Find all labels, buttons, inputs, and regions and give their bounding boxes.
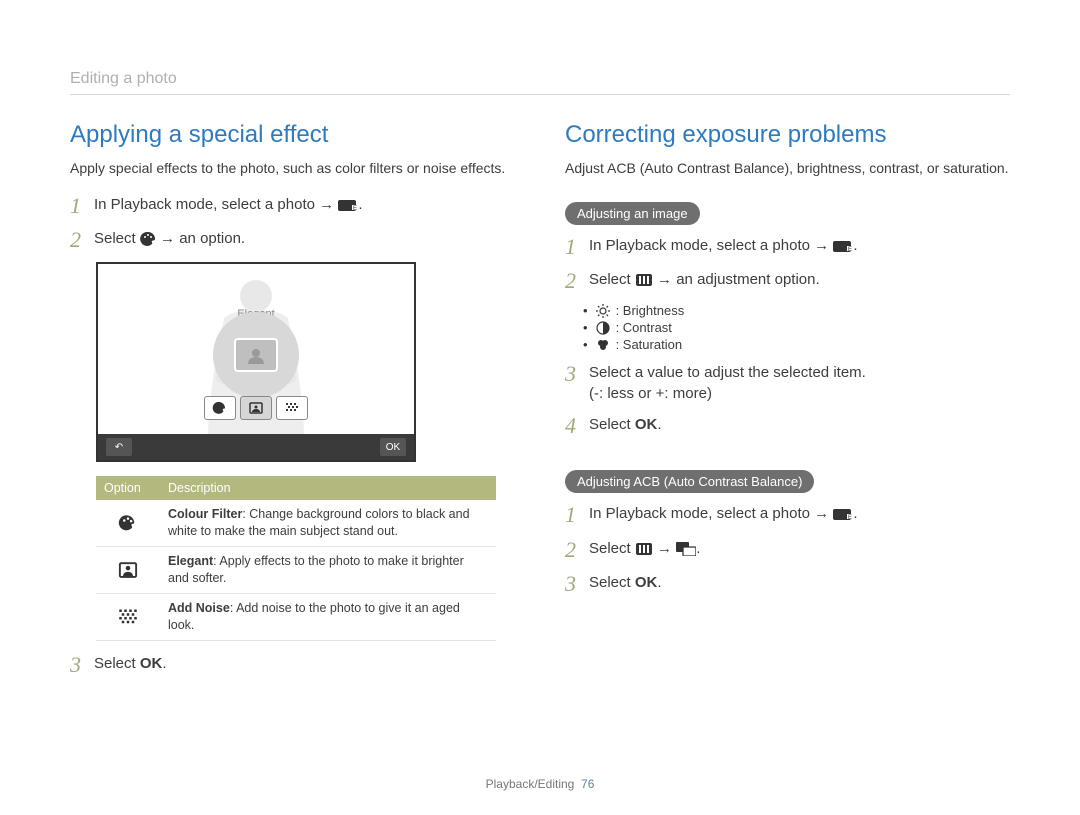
footer-page: 76 bbox=[581, 777, 594, 791]
opt-text: : Apply effects to the photo to make it … bbox=[168, 554, 464, 585]
step-number: 1 bbox=[565, 235, 589, 259]
tool-elegant bbox=[240, 396, 272, 420]
step-text: → an option. bbox=[160, 230, 245, 247]
bullet-text: : Saturation bbox=[616, 337, 683, 352]
step-number: 2 bbox=[70, 228, 94, 252]
step-text: Select bbox=[589, 540, 631, 557]
r1-step-3: 3 Select a value to adjust the selected … bbox=[565, 362, 1010, 404]
step-sub: (-: less or +: more) bbox=[589, 385, 712, 402]
preview-toolbar bbox=[204, 396, 308, 420]
contrast-icon bbox=[596, 321, 610, 335]
portrait-icon bbox=[118, 561, 138, 579]
options-table: Option Description Colour Filter: Change… bbox=[96, 476, 496, 640]
edit-icon: E bbox=[338, 198, 358, 212]
edit-icon: E bbox=[833, 507, 853, 521]
left-step-2: 2 Select → an option. bbox=[70, 228, 515, 252]
breadcrumb: Editing a photo bbox=[70, 70, 1010, 95]
opt-name: Add Noise bbox=[168, 601, 230, 615]
r1-step-4: 4 Select OK. bbox=[565, 414, 1010, 438]
ok-icon: OK bbox=[140, 655, 163, 672]
step-number: 2 bbox=[565, 538, 589, 562]
palette-icon bbox=[118, 514, 138, 532]
r2-step-3: 3 Select OK. bbox=[565, 572, 1010, 596]
svg-text:E: E bbox=[353, 206, 357, 212]
step-number: 3 bbox=[565, 572, 589, 596]
adjustment-bullets: : Brightness : Contrast : Saturation bbox=[583, 303, 1010, 352]
tool-noise bbox=[276, 396, 308, 420]
preview-circle bbox=[213, 312, 299, 398]
step-text: Select bbox=[589, 416, 631, 433]
ok-button[interactable]: OK bbox=[380, 438, 406, 456]
pill-adjust-image: Adjusting an image bbox=[565, 202, 700, 225]
r1-step-2: 2 Select → an adjustment option. bbox=[565, 269, 1010, 293]
bullet-text: : Contrast bbox=[616, 320, 672, 335]
opt-name: Elegant bbox=[168, 554, 213, 568]
r2-step-2: 2 Select → . bbox=[565, 538, 1010, 562]
th-option: Option bbox=[96, 476, 160, 500]
step-text: → an adjustment option. bbox=[657, 271, 820, 288]
step-text: In Playback mode, select a photo → bbox=[94, 196, 334, 213]
right-heading: Correcting exposure problems bbox=[565, 121, 1010, 149]
step-number: 1 bbox=[565, 503, 589, 527]
ok-icon: OK bbox=[635, 574, 658, 591]
preview-bottombar: ↶ OK bbox=[98, 434, 414, 460]
preview-thumb bbox=[234, 338, 278, 372]
edit-icon: E bbox=[833, 239, 853, 253]
sliders-icon bbox=[635, 273, 653, 287]
bullet-saturation: : Saturation bbox=[583, 337, 1010, 352]
page-footer: Playback/Editing 76 bbox=[0, 777, 1080, 791]
left-heading: Applying a special effect bbox=[70, 121, 515, 149]
left-step-1: 1 In Playback mode, select a photo → E. bbox=[70, 194, 515, 218]
right-column: Correcting exposure problems Adjust ACB … bbox=[565, 121, 1010, 687]
left-column: Applying a special effect Apply special … bbox=[70, 121, 515, 687]
bullet-text: : Brightness bbox=[616, 303, 685, 318]
effect-preview: Elegant ↶ OK bbox=[96, 262, 416, 462]
th-description: Description bbox=[160, 476, 496, 500]
table-row: Elegant: Apply effects to the photo to m… bbox=[96, 547, 496, 594]
bullet-brightness: : Brightness bbox=[583, 303, 1010, 318]
right-desc: Adjust ACB (Auto Contrast Balance), brig… bbox=[565, 159, 1010, 178]
svg-text:E: E bbox=[848, 515, 852, 521]
step-text: Select bbox=[589, 271, 631, 288]
left-step-3: 3 Select OK. bbox=[70, 653, 515, 677]
step-number: 1 bbox=[70, 194, 94, 218]
saturation-icon bbox=[596, 338, 610, 352]
noise-icon bbox=[118, 608, 138, 626]
step-text: Select a value to adjust the selected it… bbox=[589, 364, 866, 381]
acb-icon bbox=[676, 542, 696, 556]
r2-step-1: 1 In Playback mode, select a photo → E. bbox=[565, 503, 1010, 527]
svg-text:E: E bbox=[848, 247, 852, 253]
step-number: 3 bbox=[70, 653, 94, 677]
step-text: Select bbox=[589, 574, 631, 591]
left-desc: Apply special effects to the photo, such… bbox=[70, 159, 515, 178]
back-button[interactable]: ↶ bbox=[106, 438, 132, 456]
pill-adjust-acb: Adjusting ACB (Auto Contrast Balance) bbox=[565, 470, 814, 493]
step-text: Select bbox=[94, 655, 136, 672]
tool-colourfilter bbox=[204, 396, 236, 420]
table-row: Add Noise: Add noise to the photo to giv… bbox=[96, 593, 496, 640]
ok-icon: OK bbox=[635, 416, 658, 433]
step-text: In Playback mode, select a photo → bbox=[589, 237, 829, 254]
r1-step-1: 1 In Playback mode, select a photo → E. bbox=[565, 235, 1010, 259]
opt-name: Colour Filter bbox=[168, 507, 242, 521]
table-row: Colour Filter: Change background colors … bbox=[96, 500, 496, 546]
arrow-text: → bbox=[657, 540, 672, 557]
sliders-icon bbox=[635, 542, 653, 556]
step-number: 2 bbox=[565, 269, 589, 293]
step-number: 4 bbox=[565, 414, 589, 438]
step-number: 3 bbox=[565, 362, 589, 386]
palette-icon bbox=[140, 231, 156, 247]
brightness-icon bbox=[596, 304, 610, 318]
step-text: Select bbox=[94, 230, 136, 247]
bullet-contrast: : Contrast bbox=[583, 320, 1010, 335]
step-text: In Playback mode, select a photo → bbox=[589, 505, 829, 522]
footer-section: Playback/Editing bbox=[486, 777, 575, 791]
